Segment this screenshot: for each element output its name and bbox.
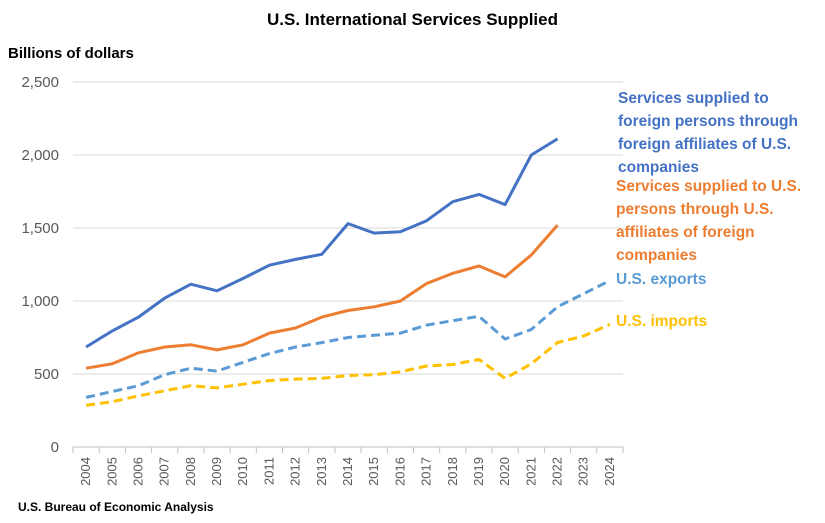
x-tick-label: 2005 xyxy=(104,457,119,486)
x-tick-label: 2023 xyxy=(576,457,591,486)
y-tick-label: 1,000 xyxy=(21,293,59,310)
series-line-2 xyxy=(85,279,611,399)
series-label-1: Services supplied to U.S. persons through… xyxy=(616,175,801,267)
series-label-2: U.S. exports xyxy=(616,268,706,291)
series-line-1 xyxy=(85,224,559,370)
chart-title: U.S. International Services Supplied xyxy=(267,10,558,29)
x-tick-label: 2018 xyxy=(445,457,460,486)
x-tick-label: 2009 xyxy=(209,457,224,486)
gridlines xyxy=(73,81,623,375)
x-tick-label: 2010 xyxy=(235,457,250,486)
series-lines xyxy=(85,137,611,407)
series-label-line: companies xyxy=(618,159,699,176)
x-tick-label: 2004 xyxy=(78,457,93,486)
series-label-0: Services supplied to foreign persons thro… xyxy=(618,87,798,179)
series-label-line: persons through U.S. xyxy=(616,201,774,218)
y-tick-label: 1,500 xyxy=(21,220,59,237)
x-tick-label: 2017 xyxy=(419,457,434,486)
x-tick-labels: 2004 2005 2006 2007 2008 2009 2010 2011 2012 2013… xyxy=(78,457,617,486)
x-tick-label: 2019 xyxy=(471,457,486,486)
series-label-line: companies xyxy=(616,247,697,264)
y-axis-label: Billions of dollars xyxy=(8,45,134,62)
x-tick-label: 2020 xyxy=(497,457,512,486)
x-tick-label: 2014 xyxy=(340,457,355,486)
series-label-line: foreign persons through xyxy=(618,113,798,130)
x-tick-label: 2022 xyxy=(550,457,565,486)
y-tick-label: 500 xyxy=(34,366,59,383)
series-label-line: Services supplied to U.S. xyxy=(616,178,802,195)
x-tick-label: 2016 xyxy=(392,457,407,486)
series-label-3: U.S. imports xyxy=(616,310,707,333)
x-tick-label: 2015 xyxy=(366,457,381,486)
axes xyxy=(72,446,624,453)
x-tick-label: 2013 xyxy=(314,457,329,486)
x-tick-label: 2012 xyxy=(288,457,303,486)
series-label-line: affiliates of foreign xyxy=(616,224,755,241)
y-tick-label: 2,500 xyxy=(21,74,59,91)
x-tick-label: 2024 xyxy=(602,457,617,486)
x-tick-label: 2007 xyxy=(157,457,172,486)
x-tick-label: 2008 xyxy=(183,457,198,486)
series-label-line: foreign affiliates of U.S. xyxy=(618,136,792,153)
series-label-line: Services supplied to xyxy=(618,90,769,107)
x-tick-label: 2021 xyxy=(523,457,538,486)
x-tick-label: 2006 xyxy=(130,457,145,486)
y-tick-label: 2,000 xyxy=(21,147,59,164)
x-tick-label: 2011 xyxy=(261,457,276,485)
source-note: U.S. Bureau of Economic Analysis xyxy=(18,500,214,514)
y-tick-labels: 0 500 1,000 1,500 2,000 2,500 xyxy=(21,74,59,456)
series-label-line: U.S. exports xyxy=(616,271,707,288)
series-line-0 xyxy=(85,137,559,349)
y-tick-label: 0 xyxy=(51,439,59,456)
series-label-line: U.S. imports xyxy=(616,313,708,330)
series-line-3 xyxy=(85,323,611,407)
